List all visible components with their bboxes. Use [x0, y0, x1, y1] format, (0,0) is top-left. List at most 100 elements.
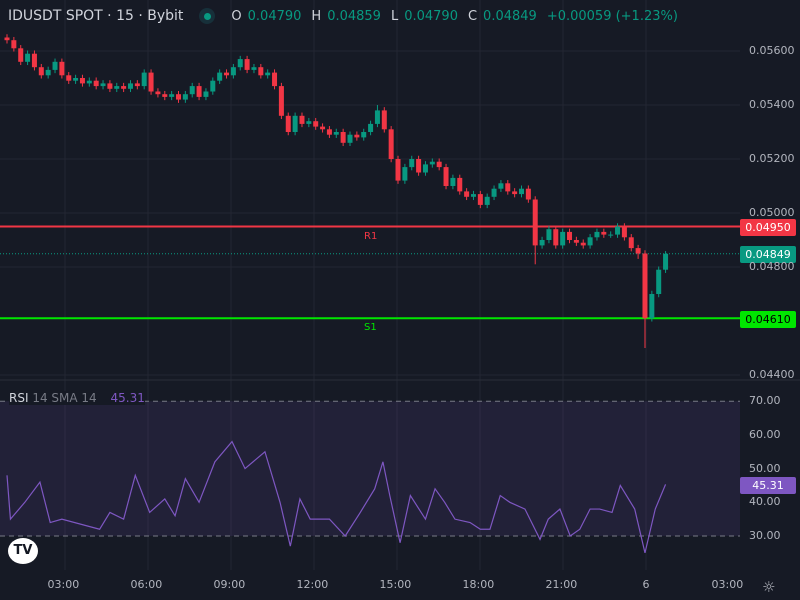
candle-body: [326, 129, 332, 135]
candle-body: [155, 91, 161, 95]
candle-body: [477, 194, 483, 205]
candle-body: [134, 83, 140, 87]
candle-body: [470, 194, 476, 197]
candle-body: [498, 183, 504, 189]
price-tick-label: 0.05600: [749, 44, 795, 57]
candle-body: [649, 294, 655, 319]
candle-body: [18, 48, 24, 62]
candle-body: [402, 167, 408, 181]
r1-price-tag: 0.04950: [740, 219, 796, 236]
candle-body: [525, 188, 531, 200]
price-tick-label: 0.05400: [749, 98, 795, 111]
candle-body: [313, 121, 319, 127]
candle-body: [429, 161, 435, 165]
candle-body: [573, 240, 579, 243]
r1-label: R1: [364, 231, 378, 242]
rsi-value-tag: 45.31: [740, 477, 796, 494]
candle-body: [422, 164, 428, 173]
candle-body: [587, 237, 593, 246]
candle-body: [416, 159, 422, 173]
settings-gear-icon[interactable]: ☼: [762, 578, 776, 596]
candle-body: [491, 188, 497, 197]
last-price-tag: 0.04849: [740, 246, 796, 263]
candle-body: [4, 37, 10, 41]
candle-body: [31, 53, 37, 68]
candle-body: [86, 80, 92, 84]
candle-body: [189, 86, 195, 95]
candle-body: [196, 86, 202, 97]
time-tick-label: 03:00: [711, 578, 744, 591]
candle-body: [59, 61, 65, 76]
time-tick-label: 06:00: [130, 578, 163, 591]
candle-body: [272, 72, 278, 87]
high-label: H: [311, 8, 322, 24]
time-tick-label: 15:00: [379, 578, 412, 591]
candle-body: [107, 83, 113, 89]
candle-body: [265, 72, 271, 76]
market-status-icon: [199, 8, 216, 24]
candle-body: [594, 231, 600, 238]
candle-body: [93, 80, 99, 87]
tradingview-logo[interactable]: TV: [8, 538, 38, 564]
candle-body: [73, 78, 79, 81]
candle-body: [656, 269, 662, 294]
close-label: C: [467, 8, 478, 24]
candle-body: [553, 229, 559, 246]
candle-body: [224, 72, 230, 76]
close-value: 0.04849: [483, 8, 537, 24]
candle-body: [621, 226, 627, 238]
candle-body: [374, 110, 380, 124]
candle-body: [100, 83, 106, 87]
candle-body: [663, 253, 669, 270]
time-tick-label: 18:00: [462, 578, 495, 591]
candle-body: [361, 132, 367, 138]
candle-body: [244, 59, 250, 70]
candle-body: [38, 67, 44, 76]
rsi-line: [6, 440, 667, 553]
candle-body: [381, 110, 387, 130]
time-tick-label: 6: [642, 578, 650, 591]
high-value: 0.04859: [327, 8, 381, 24]
candle-body: [567, 231, 573, 240]
symbol-title[interactable]: IDUSDT SPOT · 15 · Bybit: [8, 8, 184, 24]
candle-body: [114, 86, 120, 89]
candle-body: [388, 129, 394, 159]
candle-body: [320, 126, 326, 130]
time-tick-label: 03:00: [47, 578, 80, 591]
candle-body: [251, 67, 257, 70]
candle-body: [409, 159, 415, 168]
s1-price-tag: 0.04610: [740, 311, 796, 328]
candle-body: [217, 72, 223, 81]
candle-body: [176, 94, 181, 100]
candle-body: [333, 132, 339, 135]
candle-body: [484, 196, 490, 205]
candle-body: [628, 237, 634, 249]
time-tick-label: 12:00: [296, 578, 329, 591]
rsi-legend[interactable]: RSI 14 SMA 14 45.31: [9, 391, 145, 405]
candle-body: [25, 53, 31, 62]
price-tick-label: 0.05000: [749, 206, 795, 219]
candle-body: [532, 199, 538, 246]
candle-body: [505, 183, 511, 192]
candle-body: [635, 248, 641, 254]
rsi-name: RSI: [9, 391, 29, 405]
candle-body: [457, 177, 463, 192]
candle-body: [292, 115, 298, 132]
candle-body: [560, 231, 566, 246]
candle-body: [642, 253, 648, 319]
rsi-tick-label: 50.00: [749, 461, 781, 475]
candle-body: [299, 115, 305, 124]
rsi-band: [0, 401, 740, 536]
time-tick-label: 09:00: [213, 578, 246, 591]
candle-body: [121, 86, 127, 89]
candle-body: [608, 234, 614, 236]
candle-body: [395, 159, 401, 181]
candle-body: [340, 132, 346, 143]
price-tick-label: 0.04400: [749, 368, 795, 381]
candle-body: [450, 177, 456, 186]
candle-body: [347, 134, 353, 143]
s1-label: S1: [364, 322, 377, 333]
open-label: O: [231, 8, 242, 24]
candle-body: [230, 67, 236, 76]
